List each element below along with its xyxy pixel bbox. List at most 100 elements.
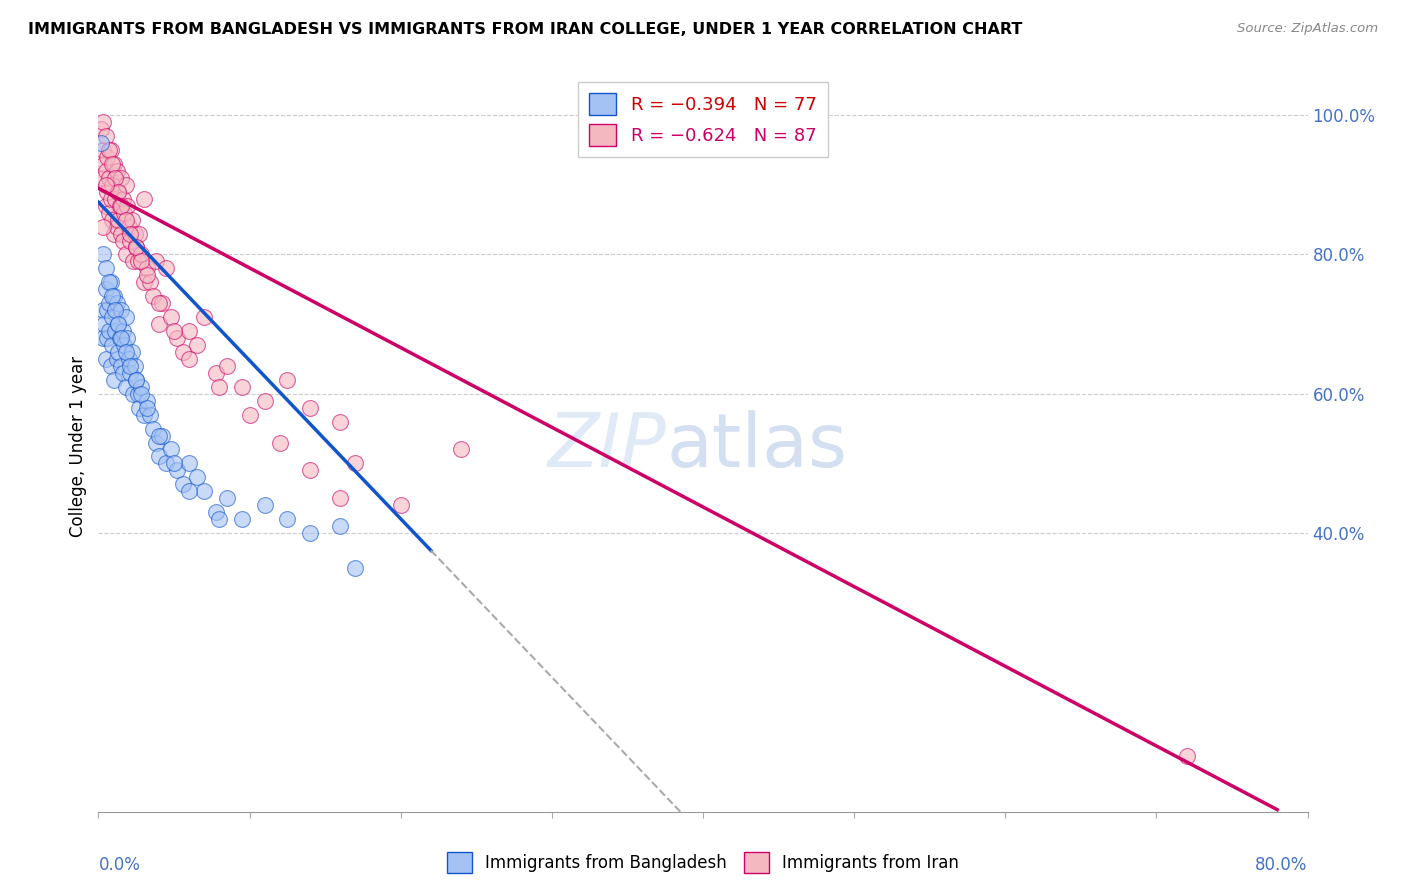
Point: [111, 324, 134, 338]
Point: [100, 359, 122, 373]
Point: [135, 268, 157, 283]
Point: [253, 498, 276, 512]
Point: [125, 240, 148, 254]
Point: [193, 310, 215, 325]
Point: [94, 128, 117, 143]
Point: [276, 373, 298, 387]
Point: [104, 303, 127, 318]
Point: [139, 408, 162, 422]
Point: [110, 170, 132, 185]
Point: [94, 178, 117, 192]
Point: [128, 401, 150, 415]
Point: [110, 227, 132, 241]
Point: [179, 484, 201, 499]
Point: [115, 199, 138, 213]
Point: [111, 366, 134, 380]
Point: [94, 282, 117, 296]
Point: [104, 170, 127, 185]
Point: [93, 317, 115, 331]
Text: ZIP: ZIP: [548, 410, 666, 482]
Point: [127, 386, 149, 401]
Point: [166, 463, 188, 477]
Point: [91, 303, 114, 318]
Point: [103, 157, 125, 171]
Point: [148, 450, 170, 464]
Point: [125, 373, 148, 387]
Point: [186, 470, 208, 484]
Point: [208, 512, 231, 526]
Text: IMMIGRANTS FROM BANGLADESH VS IMMIGRANTS FROM IRAN COLLEGE, UNDER 1 YEAR CORRELA: IMMIGRANTS FROM BANGLADESH VS IMMIGRANTS…: [28, 22, 1022, 37]
Point: [112, 338, 135, 352]
Point: [111, 192, 134, 206]
Point: [101, 289, 124, 303]
Point: [120, 366, 142, 380]
Point: [111, 234, 134, 248]
Point: [329, 519, 352, 533]
Point: [107, 317, 129, 331]
Point: [105, 351, 128, 366]
Point: [127, 254, 149, 268]
Point: [299, 401, 322, 415]
Point: [132, 408, 155, 422]
Point: [135, 261, 157, 276]
Point: [150, 296, 173, 310]
Point: [120, 359, 142, 373]
Point: [98, 170, 121, 185]
Point: [389, 498, 412, 512]
Point: [172, 477, 194, 491]
Point: [101, 178, 124, 192]
Point: [108, 199, 131, 213]
Point: [101, 338, 124, 352]
Point: [121, 345, 143, 359]
Point: [94, 261, 117, 276]
Point: [129, 247, 152, 261]
Point: [215, 491, 238, 506]
Point: [110, 303, 132, 318]
Point: [205, 366, 228, 380]
Point: [231, 512, 253, 526]
Point: [231, 380, 253, 394]
Point: [104, 324, 127, 338]
Point: [107, 317, 129, 331]
Point: [145, 435, 167, 450]
Point: [148, 296, 170, 310]
Point: [100, 192, 122, 206]
Legend: Immigrants from Bangladesh, Immigrants from Iran: Immigrants from Bangladesh, Immigrants f…: [440, 846, 966, 880]
Point: [142, 421, 165, 435]
Point: [124, 359, 146, 373]
Point: [129, 386, 152, 401]
Point: [132, 275, 155, 289]
Point: [91, 170, 114, 185]
Point: [239, 408, 262, 422]
Point: [150, 428, 173, 442]
Point: [139, 275, 162, 289]
Point: [129, 254, 152, 268]
Point: [101, 212, 124, 227]
Point: [179, 351, 201, 366]
Point: [344, 561, 367, 575]
Point: [107, 212, 129, 227]
Point: [103, 289, 125, 303]
Point: [108, 331, 131, 345]
Point: [299, 463, 322, 477]
Point: [205, 505, 228, 519]
Point: [114, 380, 136, 394]
Point: [100, 143, 122, 157]
Point: [329, 491, 352, 506]
Point: [125, 240, 148, 254]
Point: [148, 317, 170, 331]
Point: [107, 185, 129, 199]
Point: [208, 380, 231, 394]
Point: [103, 373, 125, 387]
Point: [103, 227, 125, 241]
Point: [91, 219, 114, 234]
Point: [104, 192, 127, 206]
Point: [107, 185, 129, 199]
Point: [100, 275, 122, 289]
Point: [121, 212, 143, 227]
Point: [215, 359, 238, 373]
Point: [142, 289, 165, 303]
Point: [91, 331, 114, 345]
Point: [96, 331, 118, 345]
Point: [124, 227, 146, 241]
